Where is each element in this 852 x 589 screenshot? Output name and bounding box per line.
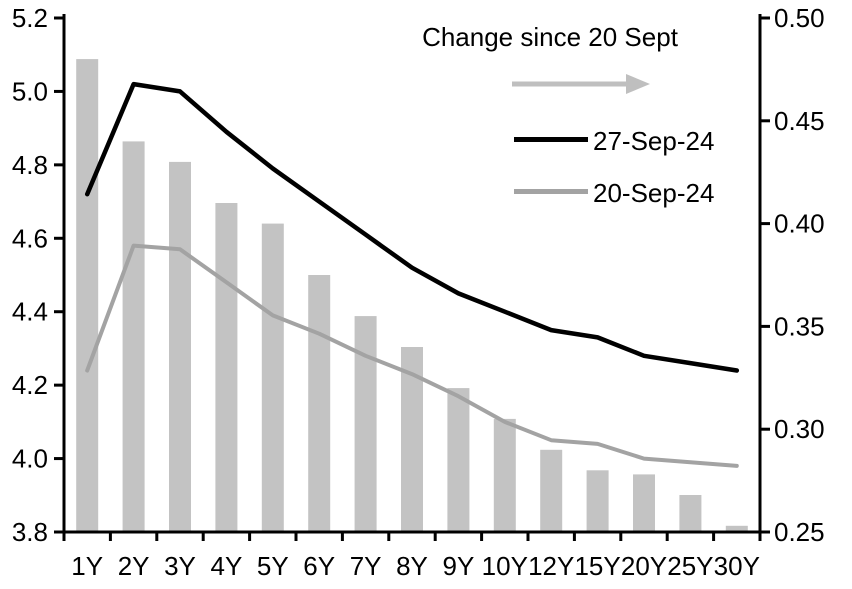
left-axis-tick-label: 4.2 bbox=[12, 370, 48, 400]
left-axis-tick-label: 4.6 bbox=[12, 223, 48, 253]
left-axis-tick-label: 4.4 bbox=[12, 297, 48, 327]
x-axis-category-label: 12Y bbox=[528, 551, 574, 581]
x-axis-category-label: 8Y bbox=[396, 551, 428, 581]
left-axis-tick-label: 5.0 bbox=[12, 76, 48, 106]
right-axis-tick-label: 0.35 bbox=[774, 311, 825, 341]
x-axis-category-label: 9Y bbox=[442, 551, 474, 581]
left-axis-tick-label: 3.8 bbox=[12, 517, 48, 547]
bar-30Y bbox=[725, 525, 748, 532]
bar-12Y bbox=[540, 449, 563, 532]
x-axis-category-label: 1Y bbox=[71, 551, 103, 581]
bar-3Y bbox=[169, 161, 191, 532]
legend-label-27-sep-24: 27-Sep-24 bbox=[593, 126, 715, 156]
x-axis-category-label: 10Y bbox=[482, 551, 528, 581]
left-axis-tick-label: 4.0 bbox=[12, 444, 48, 474]
bar-15Y bbox=[586, 470, 609, 532]
x-axis-category-label: 25Y bbox=[667, 551, 713, 581]
bar-6Y bbox=[308, 275, 331, 532]
right-axis-tick-label: 0.25 bbox=[774, 517, 825, 547]
legend-arrow-icon bbox=[512, 74, 650, 94]
legend-line-swatch-27sep bbox=[514, 137, 588, 142]
legend-bar-series-label: Change since 20 Sept bbox=[422, 22, 678, 52]
bar-9Y bbox=[447, 388, 470, 532]
bar-10Y bbox=[493, 418, 516, 532]
bar-5Y bbox=[261, 223, 284, 532]
bar-1Y bbox=[76, 59, 99, 532]
x-axis-category-label: 30Y bbox=[714, 551, 760, 581]
right-axis-tick-label: 0.45 bbox=[774, 106, 825, 136]
x-axis-category-label: 7Y bbox=[350, 551, 382, 581]
bar-20Y bbox=[633, 474, 655, 532]
legend-label-20-sep-24: 20-Sep-24 bbox=[593, 178, 715, 208]
left-axis-tick-label: 5.2 bbox=[12, 3, 48, 33]
x-axis-category-label: 20Y bbox=[621, 551, 667, 581]
x-axis-category-label: 2Y bbox=[118, 551, 150, 581]
x-axis-category-label: 6Y bbox=[303, 551, 335, 581]
bar-4Y bbox=[215, 203, 238, 532]
bar-8Y bbox=[401, 347, 423, 532]
left-axis-tick-label: 4.8 bbox=[12, 150, 48, 180]
bar-25Y bbox=[679, 495, 702, 532]
x-axis-category-label: 15Y bbox=[574, 551, 620, 581]
right-axis-tick-label: 0.50 bbox=[774, 3, 825, 33]
x-axis-category-label: 5Y bbox=[257, 551, 289, 581]
x-axis-category-label: 4Y bbox=[210, 551, 242, 581]
bar-7Y bbox=[354, 316, 377, 532]
line-27-Sep-24 bbox=[84, 81, 740, 373]
line-20-Sep-24 bbox=[85, 243, 739, 468]
x-axis-category-label: 3Y bbox=[164, 551, 196, 581]
right-axis-tick-label: 0.40 bbox=[774, 209, 825, 239]
right-axis-tick-label: 0.30 bbox=[774, 414, 825, 444]
bar-2Y bbox=[122, 141, 145, 532]
legend-line-swatch-20sep bbox=[514, 189, 588, 194]
